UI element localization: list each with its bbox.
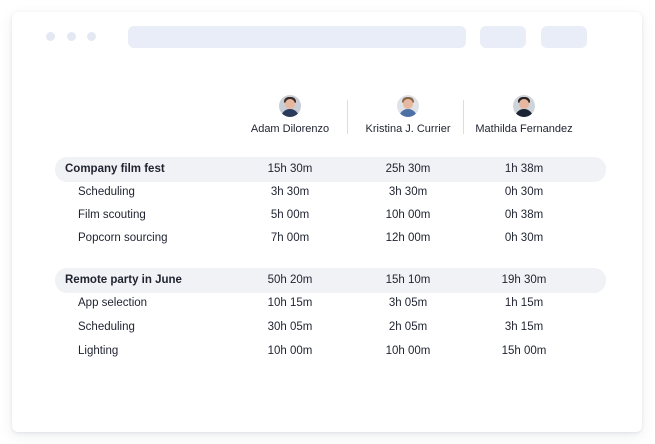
- avatar: [397, 95, 419, 117]
- task-time: 30h 05m: [267, 321, 313, 333]
- person-column-header: Adam Dilorenzo: [230, 95, 350, 135]
- task-time: 3h 30m: [270, 186, 310, 198]
- task-time: 0h 38m: [504, 209, 544, 221]
- task-time: 5h 00m: [270, 209, 310, 221]
- task-time: 10h 00m: [385, 345, 431, 357]
- column-divider: [347, 100, 348, 134]
- task-time: 12h 00m: [385, 232, 431, 244]
- app-window: [12, 12, 642, 432]
- task-time: 10h 00m: [267, 345, 313, 357]
- group-total: 1h 38m: [504, 163, 544, 175]
- task-row[interactable]: Scheduling 3h 30m 3h 30m 0h 30m: [55, 180, 606, 205]
- task-name: Scheduling: [78, 186, 135, 198]
- task-row[interactable]: Scheduling 30h 05m 2h 05m 3h 15m: [55, 315, 606, 340]
- task-time: 0h 30m: [504, 232, 544, 244]
- address-bar[interactable]: [128, 26, 466, 48]
- group-name: Remote party in June: [65, 274, 182, 286]
- group-row[interactable]: Company film fest 15h 30m 25h 30m 1h 38m: [55, 157, 606, 182]
- task-name: Scheduling: [78, 321, 135, 333]
- window-dot-icon: [87, 32, 96, 41]
- task-time: 10h 00m: [385, 209, 431, 221]
- avatar: [279, 95, 301, 117]
- task-name: Film scouting: [78, 209, 146, 221]
- task-name: Popcorn sourcing: [78, 232, 168, 244]
- task-name: App selection: [78, 297, 148, 309]
- task-time: 3h 15m: [504, 321, 544, 333]
- group-total: 15h 30m: [267, 163, 313, 175]
- task-name: Lighting: [78, 345, 119, 357]
- window-dot-icon: [46, 32, 55, 41]
- person-column-header: Mathilda Fernandez: [464, 95, 584, 135]
- task-time: 0h 30m: [504, 186, 544, 198]
- person-name: Adam Dilorenzo: [250, 123, 330, 135]
- task-row[interactable]: App selection 10h 15m 3h 05m 1h 15m: [55, 291, 606, 316]
- window-dot-icon: [67, 32, 76, 41]
- group-total: 15h 10m: [385, 274, 431, 286]
- toolbar-button[interactable]: [480, 26, 526, 48]
- task-time: 2h 05m: [388, 321, 428, 333]
- toolbar-button[interactable]: [541, 26, 587, 48]
- task-time: 3h 30m: [388, 186, 428, 198]
- task-row[interactable]: Popcorn sourcing 7h 00m 12h 00m 0h 30m: [55, 226, 606, 251]
- group-row[interactable]: Remote party in June 50h 20m 15h 10m 19h…: [55, 268, 606, 293]
- task-time: 3h 05m: [388, 297, 428, 309]
- task-time: 10h 15m: [267, 297, 313, 309]
- task-row[interactable]: Film scouting 5h 00m 10h 00m 0h 38m: [55, 203, 606, 228]
- group-total: 19h 30m: [501, 274, 547, 286]
- task-time: 7h 00m: [270, 232, 310, 244]
- group-name: Company film fest: [65, 163, 165, 175]
- group-total: 50h 20m: [267, 274, 313, 286]
- column-divider: [463, 100, 464, 134]
- task-row[interactable]: Lighting 10h 00m 10h 00m 15h 00m: [55, 339, 606, 364]
- person-column-header: Kristina J. Currier: [348, 95, 468, 135]
- person-name: Mathilda Fernandez: [475, 123, 573, 135]
- group-total: 25h 30m: [385, 163, 431, 175]
- avatar: [513, 95, 535, 117]
- person-name: Kristina J. Currier: [365, 123, 451, 135]
- task-time: 1h 15m: [504, 297, 544, 309]
- task-time: 15h 00m: [501, 345, 547, 357]
